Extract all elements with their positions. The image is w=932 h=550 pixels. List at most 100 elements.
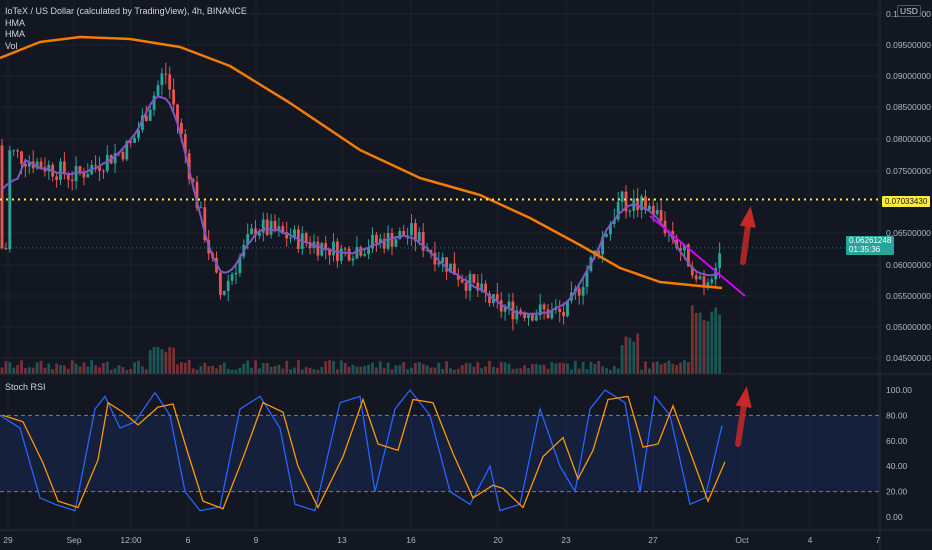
candle-body [597,250,601,255]
candle-body [129,141,133,143]
volume-bar [437,362,441,374]
volume-bar [222,362,226,374]
volume-bar [421,364,425,374]
volume-bar [585,369,589,374]
candle-body [562,311,565,317]
volume-bar [550,362,554,374]
volume-bar [659,364,663,374]
volume-bar [714,307,718,374]
volume-bar [35,362,39,374]
candle-body [316,241,320,256]
volume-bar [538,364,542,374]
price-tick-label: 0.09000000 [886,71,931,81]
volume-bar [8,362,12,374]
candle-body [63,161,66,175]
price-tick-label: 0.05500000 [886,291,931,301]
candle-body [148,109,152,121]
volume-bar [382,367,386,374]
candle-body [20,151,23,164]
volume-bar [468,363,472,374]
indicator-lines [0,35,723,315]
volume-bar [394,365,398,374]
volume-bar [636,333,640,374]
candle-body [172,89,175,105]
volume-bar [488,360,491,374]
candle-body [398,231,402,240]
candle-body [219,272,222,296]
volume-bar [523,365,526,374]
volume-bar [386,362,390,374]
volume-bar [414,363,417,374]
candle-body [78,166,82,173]
volume-bar [51,369,55,374]
volume-bar [464,363,468,374]
volume-bar [121,367,125,374]
candle-body [24,163,27,167]
stoch-k-line [0,388,723,512]
candle-body [414,223,417,242]
candle-body [289,237,292,239]
volume-bar [211,365,214,374]
stoch-rsi-label[interactable]: Stoch RSI [5,382,46,392]
time-tick-label: Oct [735,535,749,545]
volume-bar [219,364,222,374]
volume-bar [129,368,133,374]
candle-body [437,262,441,265]
price-tick-label: 0.06000000 [886,260,931,270]
volume-bar [445,361,448,374]
volume-bar [515,368,519,374]
candle-body [137,129,140,138]
candle-body [488,293,491,304]
volume-bar [632,341,636,374]
time-tick-label: 29 [3,535,13,545]
volume-bar [694,312,698,374]
time-tick-label: 27 [648,535,658,545]
candle-body [293,229,296,238]
candle-body [27,161,31,167]
candle-body [74,166,78,181]
volume-bar [484,366,487,374]
legend-volume[interactable]: Vol [5,40,18,51]
volume-bar [546,368,550,374]
stoch-tick-label: 80.00 [886,410,908,420]
volume-bar [20,360,23,374]
time-tick-label: 4 [808,535,813,545]
candle-body [503,307,507,312]
volume-bar [527,368,530,374]
legend-hma-2[interactable]: HMA [5,29,25,39]
candle-body [417,232,421,242]
volume-bar [199,366,203,374]
candle-body [456,274,460,280]
volume-bar [648,368,651,374]
candle-body [472,273,476,283]
hma-slow-line [0,35,723,290]
candle-body [507,301,511,308]
volume-bar [164,351,168,374]
time-tick-label: 20 [493,535,503,545]
volume-bar [519,368,523,374]
candle-body [0,145,4,249]
candle-body [203,207,207,241]
volume-bar [70,360,74,374]
volume-bar [195,369,199,374]
volume-bar [609,369,612,374]
volume-bar [581,361,585,374]
candle-body [59,161,62,180]
currency-button[interactable]: USD [897,5,921,17]
level-price-tag: 0.07033430 [882,196,931,207]
volume-bar [472,366,476,374]
stoch-tick-label: 60.00 [886,436,908,446]
volume-bar [511,368,515,374]
candle-body [176,104,179,123]
candle-body [351,258,355,261]
candle-body [121,152,125,160]
candle-body [8,150,12,250]
volume-bar [183,362,187,374]
candle-body [230,274,234,281]
candle-body [515,310,519,320]
candle-body [355,247,359,259]
legend-hma-1[interactable]: HMA [5,17,25,28]
candle-body [421,232,425,251]
volume-bar [74,363,78,374]
